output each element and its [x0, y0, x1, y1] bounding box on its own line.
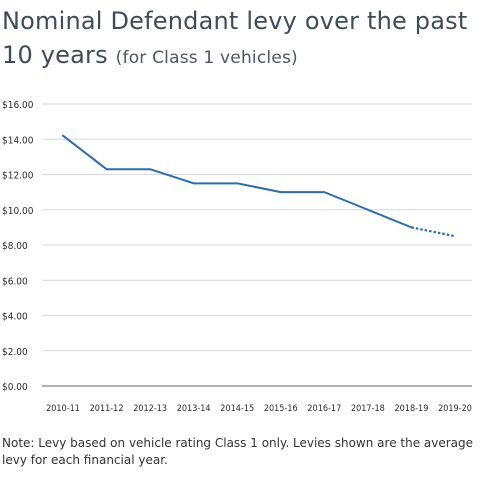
y-axis-ticks: $0.00 $2.00 $4.00 $6.00 $8.00 $10.00 $12.00 $14… [2, 100, 34, 393]
x-tick-label: 2016-17 [307, 404, 341, 414]
y-tick-label: $8.00 [2, 241, 28, 252]
chart-title-sub: (for Class 1 vehicles) [115, 48, 298, 68]
series-lines [62, 134, 456, 238]
y-tick-label: $0.00 [2, 382, 28, 393]
y-tick-label: $14.00 [2, 135, 34, 146]
gridlines [42, 103, 472, 387]
y-tick-label: $6.00 [2, 276, 28, 287]
x-axis-ticks: 2010-11 2011-12 2012-13 2013-14 2014-15 2015-… [46, 404, 472, 414]
x-tick-label: 2014-15 [220, 404, 254, 414]
x-tick-label: 2013-14 [177, 404, 211, 414]
chart-title: Nominal Defendant levy over the past 10 … [2, 4, 488, 75]
x-tick-label: 2011-12 [90, 404, 124, 414]
x-tick-label: 2018-19 [395, 404, 429, 414]
y-tick-label: $10.00 [2, 206, 34, 217]
x-tick-label: 2017-18 [351, 404, 385, 414]
x-tick-label: 2012-13 [133, 404, 167, 414]
series-line-projected [411, 226, 456, 238]
y-tick-label: $16.00 [2, 100, 34, 111]
chart-title-main: Nominal Defendant levy over the past 10 … [2, 7, 468, 69]
x-tick-label: 2015-16 [264, 404, 298, 414]
y-tick-label: $4.00 [2, 312, 28, 323]
series-line [62, 134, 413, 229]
chart-note: Note: Levy based on vehicle rating Class… [2, 436, 474, 467]
y-tick-label: $12.00 [2, 171, 34, 182]
y-tick-label: $2.00 [2, 347, 28, 358]
x-tick-label: 2019-20 [438, 404, 472, 414]
x-tick-label: 2010-11 [46, 404, 80, 414]
